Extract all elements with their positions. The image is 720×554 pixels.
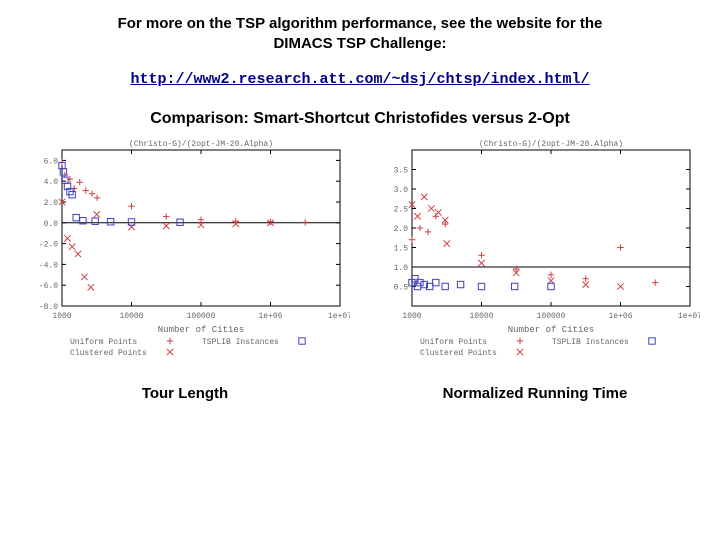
svg-text:1000: 1000 xyxy=(52,312,71,321)
header-text: For more on the TSP algorithm performanc… xyxy=(60,14,660,53)
chart-left: (Christo-G)/(2opt-JM-20.Alpha) -8.0 -6.0 -4… xyxy=(20,136,350,361)
svg-text:Number of Cities: Number of Cities xyxy=(508,325,594,335)
svg-text:10000: 10000 xyxy=(469,312,493,321)
svg-text:TSPLIB Instances: TSPLIB Instances xyxy=(552,338,629,347)
svg-text:Number of Cities: Number of Cities xyxy=(158,325,244,335)
svg-text:-2.0: -2.0 xyxy=(39,241,58,250)
svg-text:10000: 10000 xyxy=(119,312,143,321)
svg-text:1.5: 1.5 xyxy=(394,245,409,254)
svg-text:1e+06: 1e+06 xyxy=(608,312,632,321)
svg-text:100000: 100000 xyxy=(537,312,566,321)
svg-text:6.0: 6.0 xyxy=(44,157,59,166)
header-line2: DIMACS TSP Challenge: xyxy=(273,35,446,52)
svg-text:Clustered Points: Clustered Points xyxy=(420,349,497,356)
svg-text:4.0: 4.0 xyxy=(44,178,59,187)
header-line1: For more on the TSP algorithm performanc… xyxy=(118,15,603,32)
svg-text:Clustered Points: Clustered Points xyxy=(70,349,147,356)
svg-text:2.5: 2.5 xyxy=(394,206,409,215)
right-caption: Normalized Running Time xyxy=(365,385,705,402)
captions-row: Tour Length Normalized Running Time xyxy=(10,361,710,402)
svg-text:0.5: 0.5 xyxy=(394,284,409,293)
svg-text:1e+07: 1e+07 xyxy=(328,312,350,321)
svg-text:Uniform Points: Uniform Points xyxy=(420,338,487,347)
svg-text:0.0: 0.0 xyxy=(44,220,59,229)
svg-text:Uniform Points: Uniform Points xyxy=(70,338,137,347)
challenge-link[interactable]: http://www2.research.att.com/~dsj/chtsp/… xyxy=(0,71,720,88)
svg-text:(Christo-G)/(2opt-JM-20.Alpha): (Christo-G)/(2opt-JM-20.Alpha) xyxy=(129,140,273,149)
svg-text:-8.0: -8.0 xyxy=(39,303,58,312)
chart-right: (Christo-G)/(2opt-JM-20.Alpha) 0.5 1.0 1.5 2… xyxy=(370,136,700,361)
svg-text:-4.0: -4.0 xyxy=(39,261,58,270)
svg-text:1e+06: 1e+06 xyxy=(258,312,282,321)
left-caption: Tour Length xyxy=(15,385,355,402)
svg-text:1e+07: 1e+07 xyxy=(678,312,700,321)
svg-text:-6.0: -6.0 xyxy=(39,282,58,291)
svg-text:1000: 1000 xyxy=(402,312,421,321)
svg-text:2.0: 2.0 xyxy=(44,199,59,208)
svg-text:3.0: 3.0 xyxy=(394,186,409,195)
svg-text:TSPLIB Instances: TSPLIB Instances xyxy=(202,338,279,347)
svg-text:2.0: 2.0 xyxy=(394,225,409,234)
charts-row: (Christo-G)/(2opt-JM-20.Alpha) -8.0 -6.0 -4… xyxy=(10,136,710,361)
svg-text:1.0: 1.0 xyxy=(394,264,409,273)
comparison-title: Comparison: Smart-Shortcut Christofides … xyxy=(0,110,720,128)
svg-text:(Christo-G)/(2opt-JM-20.Alpha): (Christo-G)/(2opt-JM-20.Alpha) xyxy=(479,140,623,149)
svg-text:100000: 100000 xyxy=(187,312,216,321)
svg-text:3.5: 3.5 xyxy=(394,167,409,176)
